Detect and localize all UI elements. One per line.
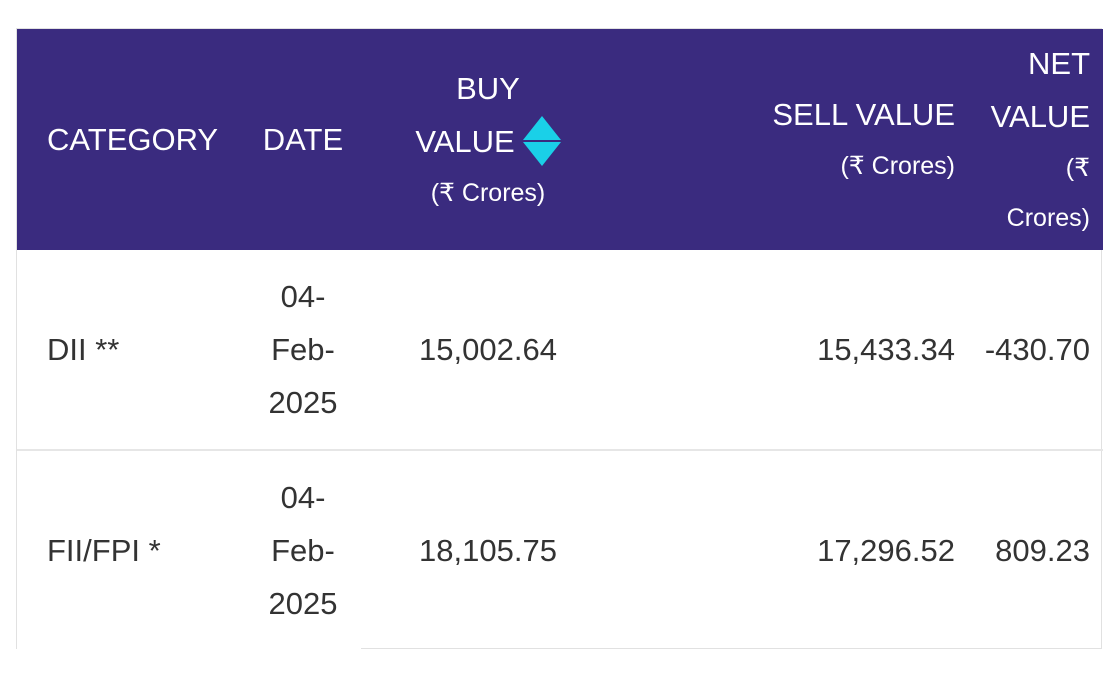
table-header: CATEGORY DATE BUY VALUE (17, 29, 1103, 250)
net-value-cell: 809.23 (995, 533, 1090, 568)
date-year: 2025 (268, 385, 338, 420)
date-year: 2025 (268, 586, 338, 621)
table-row: DII ** 04- Feb- 2025 15,002.64 15,433.34… (17, 250, 1103, 450)
net-header-unit-line2: Crores) (1006, 203, 1090, 232)
date-day: 04- (280, 480, 326, 515)
buy-header-label-line2: VALUE (415, 123, 515, 159)
net-header-unit-line1: (₹ (1065, 153, 1090, 182)
buy-header-unit: (₹ Crores) (430, 178, 546, 207)
category-cell: FII/FPI * (17, 450, 245, 650)
net-value-cell: -430.70 (984, 332, 1090, 367)
net-header-label-line2: VALUE (990, 98, 1090, 134)
category-column-header: CATEGORY (17, 29, 245, 250)
date-month: Feb- (271, 533, 335, 568)
date-month: Feb- (271, 332, 335, 367)
sort-ascending-icon[interactable] (522, 116, 561, 140)
buy-header-label-line1: BUY (456, 70, 520, 106)
fii-dii-table-container: CATEGORY DATE BUY VALUE (16, 28, 1103, 650)
table-body: DII ** 04- Feb- 2025 15,002.64 15,433.34… (17, 250, 1103, 650)
sort-descending-icon[interactable] (522, 142, 561, 166)
buy-value-cell: 18,105.75 (419, 533, 557, 568)
fii-dii-activity-table: CATEGORY DATE BUY VALUE (17, 29, 1103, 650)
header-row: CATEGORY DATE BUY VALUE (17, 29, 1103, 250)
date-day: 04- (280, 279, 326, 314)
net-value-column-header: NET VALUE (₹ Crores) (969, 29, 1103, 250)
sell-value-column-header: SELL VALUE (₹ Crores) (615, 29, 969, 250)
buy-value-cell: 15,002.64 (419, 332, 557, 367)
date-column-header: DATE (245, 29, 361, 250)
buy-value-column-header[interactable]: BUY VALUE (₹ Crores) (361, 29, 615, 250)
date-cell: 04- Feb- 2025 (245, 450, 361, 650)
sell-header-label: SELL VALUE (772, 97, 955, 132)
sell-value-cell: 15,433.34 (817, 332, 955, 367)
table-row: FII/FPI * 04- Feb- 2025 18,105.75 17,296… (17, 450, 1103, 650)
sell-value-cell: 17,296.52 (817, 533, 955, 568)
date-header-label: DATE (262, 122, 344, 157)
net-header-label-line1: NET (1028, 45, 1090, 81)
category-header-label: CATEGORY (47, 122, 219, 157)
sell-header-unit: (₹ Crores) (840, 152, 955, 180)
category-cell: DII ** (17, 250, 245, 450)
date-cell: 04- Feb- 2025 (245, 250, 361, 450)
sort-up-down-icon[interactable] (522, 116, 561, 166)
